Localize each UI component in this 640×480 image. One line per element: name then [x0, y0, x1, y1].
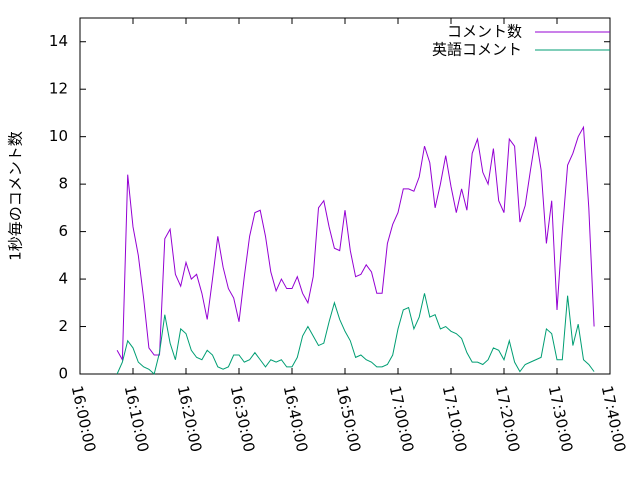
x-tick-label: 17:10:00: [439, 384, 471, 454]
y-tick-label: 12: [49, 80, 68, 98]
y-tick-label: 14: [49, 32, 68, 50]
x-tick-label: 17:00:00: [386, 384, 418, 454]
x-tick-label: 16:40:00: [280, 384, 312, 454]
plot-border: [79, 17, 611, 375]
data-line: [116, 125, 595, 362]
x-tick-label: 16:50:00: [333, 384, 365, 454]
x-tick-label: 16:30:00: [227, 384, 259, 454]
y-tick-label: 4: [58, 270, 68, 288]
x-tick-label: 17:20:00: [492, 384, 524, 454]
x-tick-label: 17:30:00: [545, 384, 577, 454]
y-tick-label: 6: [58, 222, 68, 240]
legend-label: コメント数: [447, 23, 522, 41]
data-line: [116, 293, 595, 375]
x-tick-label: 16:00:00: [68, 384, 100, 454]
x-tick-label: 17:40:00: [598, 384, 630, 454]
y-tick-label: 0: [58, 365, 68, 383]
y-tick-label: 8: [58, 175, 68, 193]
y-axis-label: 1秒毎のコメント数: [7, 131, 25, 261]
x-tick-label: 16:10:00: [121, 384, 153, 454]
y-tick-label: 2: [58, 317, 68, 335]
legend-label: 英語コメント: [432, 41, 522, 59]
y-tick-label: 10: [49, 127, 68, 145]
x-tick-label: 16:20:00: [174, 384, 206, 454]
